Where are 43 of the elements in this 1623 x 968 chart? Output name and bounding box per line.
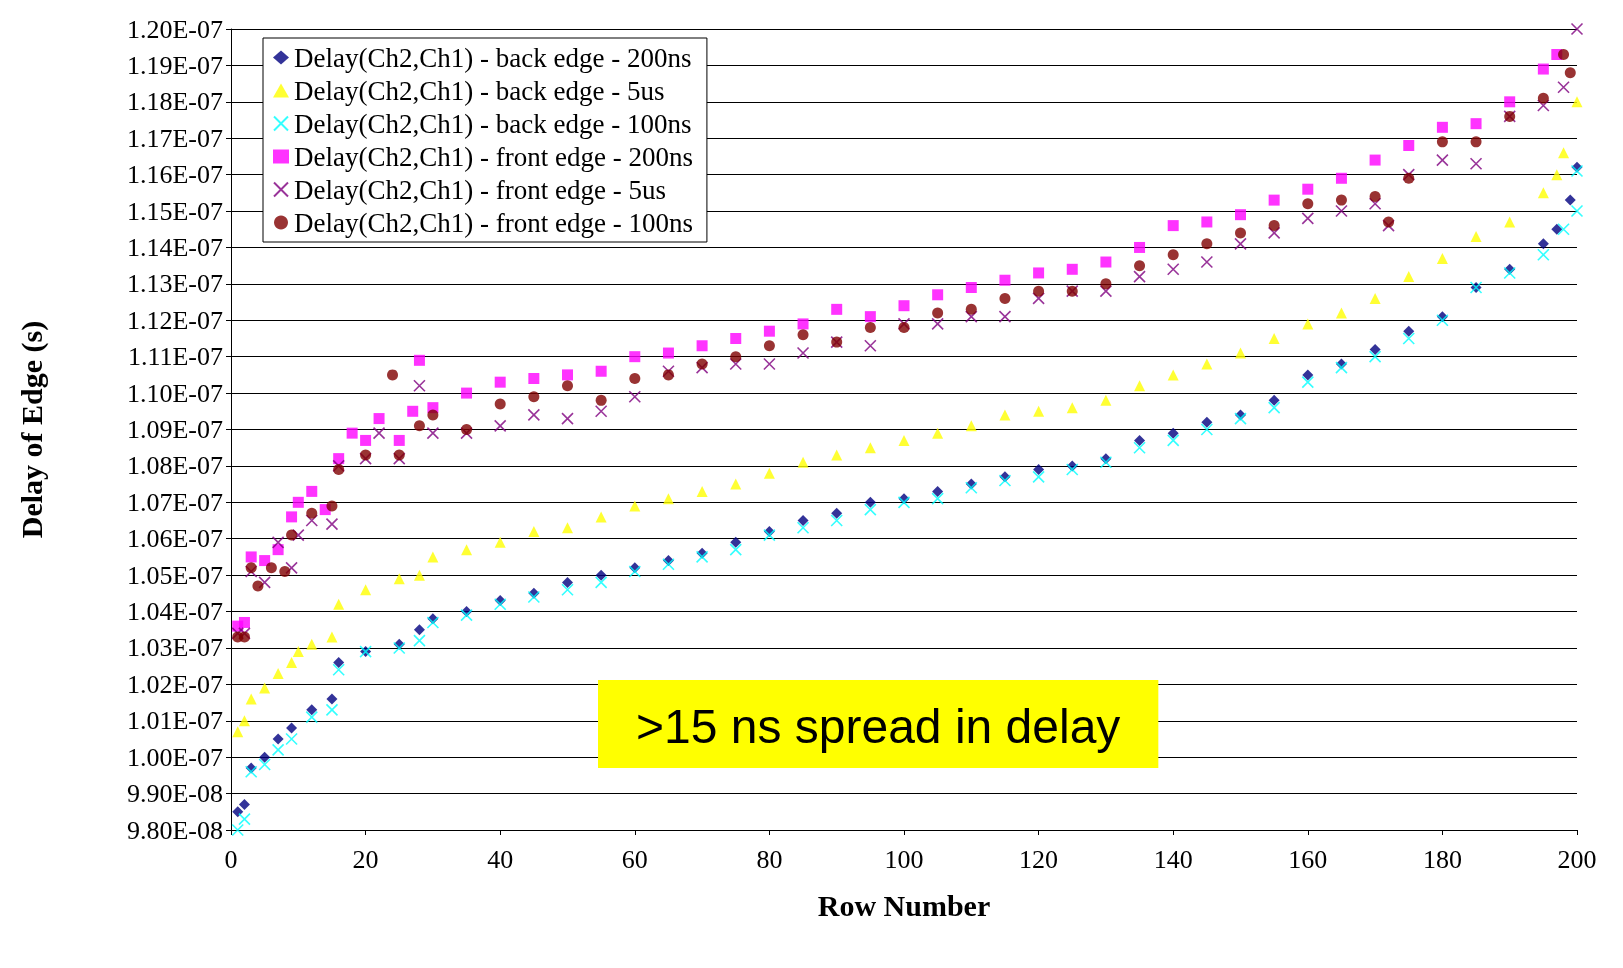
x-axis-title: Row Number [817,888,991,922]
y-tick-label: 1.12E-07 [126,305,223,335]
x-tick-label: 60 [621,844,648,874]
y-tick-label: 9.90E-08 [126,779,223,809]
legend-label: Delay(Ch2,Ch1) - back edge - 200ns [294,42,692,73]
x-tick-label: 160 [1288,844,1328,874]
x-tick-label: 80 [756,844,783,874]
x-tick-label: 20 [352,844,379,874]
legend-label: Delay(Ch2,Ch1) - back edge - 100ns [294,108,692,139]
y-tick-label: 1.08E-07 [126,451,223,481]
y-tick-label: 1.00E-07 [126,742,223,772]
legend-label: Delay(Ch2,Ch1) - back edge - 5us [294,75,665,106]
y-tick-label: 1.02E-07 [126,669,223,699]
legend-label: Delay(Ch2,Ch1) - front edge - 100ns [294,207,693,238]
x-tick-label: 40 [487,844,514,874]
y-tick-label: 1.11E-07 [127,342,223,372]
y-tick-label: 1.20E-07 [126,14,223,44]
y-tick-label: 1.01E-07 [126,706,223,736]
y-tick-label: 1.03E-07 [126,633,223,663]
y-tick-label: 1.13E-07 [126,269,223,299]
annotation: >15 ns spread in delay [636,699,1121,753]
legend-label: Delay(Ch2,Ch1) - front edge - 200ns [294,141,693,172]
x-tick-label: 180 [1422,844,1462,874]
x-tick-label: 200 [1557,844,1597,874]
x-tick-label: 100 [884,844,924,874]
x-tick-label: 0 [224,844,238,874]
y-tick-label: 1.18E-07 [126,87,223,117]
y-axis-title: Delay of Edge (s) [14,320,49,539]
y-tick-label: 1.10E-07 [126,378,223,408]
y-tick-label: 1.05E-07 [126,560,223,590]
y-tick-label: 9.80E-08 [126,815,223,845]
y-tick-label: 1.07E-07 [126,487,223,517]
y-tick-label: 1.14E-07 [126,232,223,262]
x-tick-label: 120 [1019,844,1059,874]
y-tick-label: 1.09E-07 [126,415,223,444]
y-tick-label: 1.16E-07 [126,160,223,190]
y-tick-label: 1.19E-07 [126,50,223,80]
y-tick-label: 1.04E-07 [126,597,223,627]
x-tick-label: 140 [1153,844,1193,874]
y-tick-label: 1.15E-07 [126,196,223,226]
legend-label: Delay(Ch2,Ch1) - front edge - 5us [294,174,666,205]
y-tick-label: 1.06E-07 [126,524,223,554]
y-tick-label: 1.17E-07 [126,123,223,153]
